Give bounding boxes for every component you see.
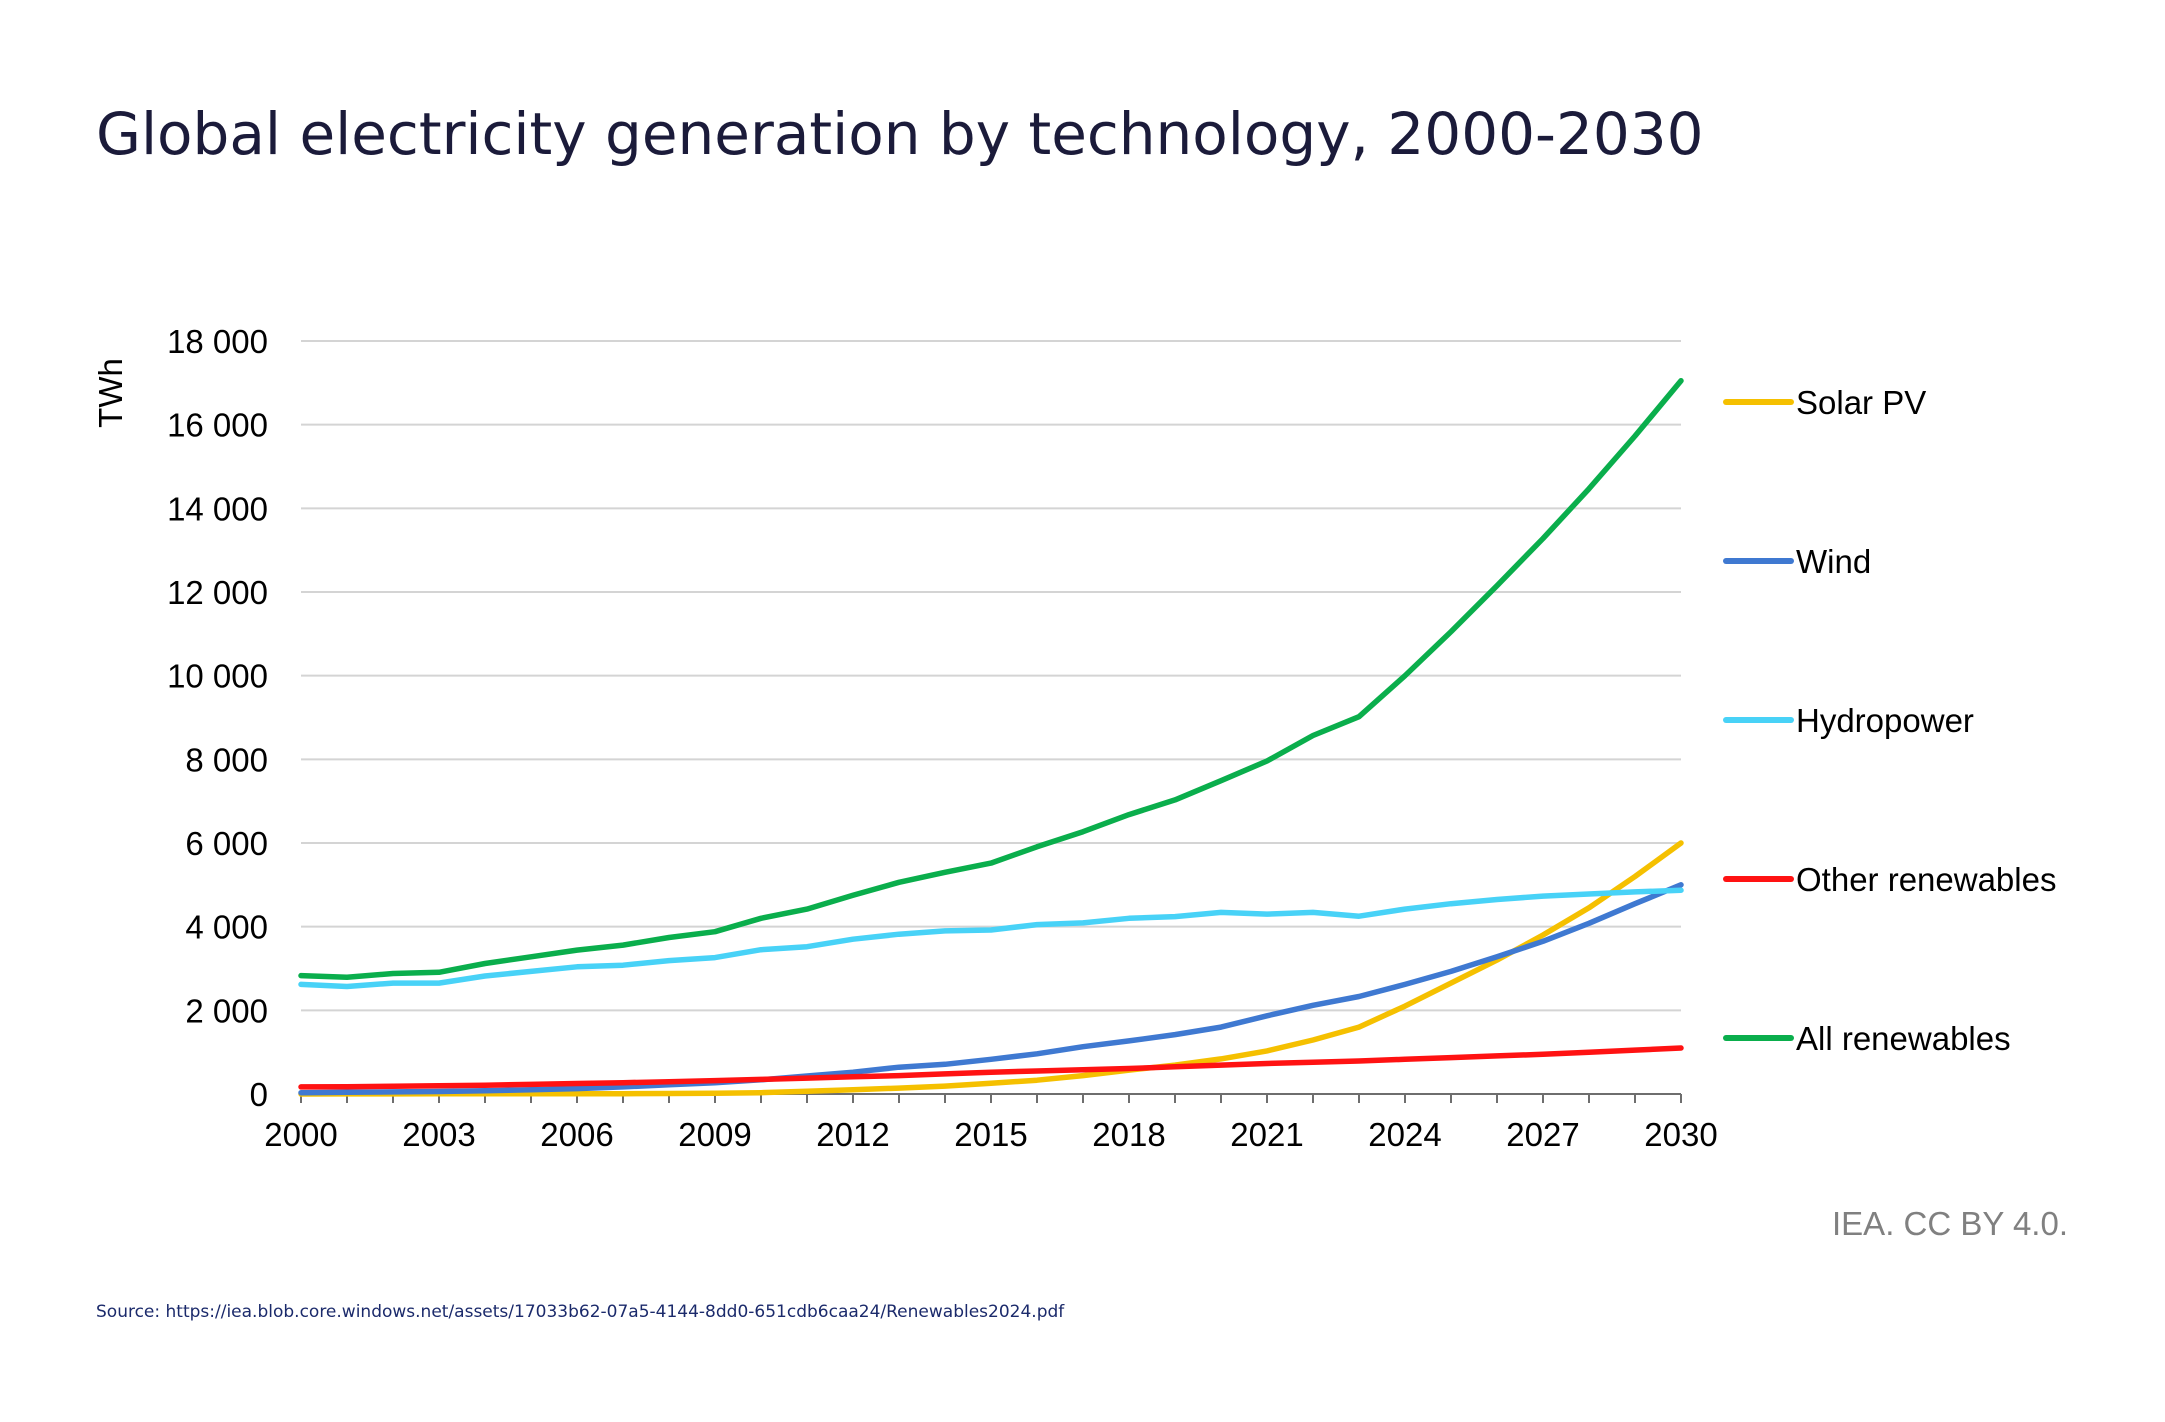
legend: Solar PV Wind Hydropower Other renewables Al… bbox=[1723, 384, 2056, 1057]
y-tick-label: 10 000 bbox=[167, 658, 268, 695]
series-line-all-renewables bbox=[298, 377, 1684, 981]
y-tick-label: 8 000 bbox=[185, 741, 268, 778]
x-tick-label: 2030 bbox=[1644, 1116, 1717, 1153]
y-tick-label: 2 000 bbox=[185, 992, 268, 1029]
legend-label-wind: Wind bbox=[1796, 543, 1871, 580]
legend-label-hydropower: Hydropower bbox=[1796, 702, 1974, 739]
series-line-hydropower bbox=[298, 887, 1684, 990]
gridlines bbox=[301, 340, 1681, 1012]
x-tick-label: 2021 bbox=[1230, 1116, 1303, 1153]
axes: 0 2 000 4 000 6 000 8 000 10 000 12 000 14 000 1… bbox=[167, 323, 1718, 1153]
x-tick-label: 2027 bbox=[1506, 1116, 1579, 1153]
x-tick-label: 2003 bbox=[402, 1116, 475, 1153]
x-tick-label: 2018 bbox=[1092, 1116, 1165, 1153]
x-tick-label: 2006 bbox=[540, 1116, 613, 1153]
legend-label-solar-pv: Solar PV bbox=[1796, 384, 1926, 421]
x-tick-label: 2012 bbox=[816, 1116, 889, 1153]
y-tick-label: 4 000 bbox=[185, 909, 268, 946]
attribution: IEA. CC BY 4.0. bbox=[1832, 1205, 2068, 1242]
y-axis-label: TWh bbox=[92, 358, 129, 428]
y-tick-label: 14 000 bbox=[167, 490, 268, 527]
y-tick-label: 16 000 bbox=[167, 407, 268, 444]
legend-label-all-renewables: All renewables bbox=[1796, 1020, 2011, 1057]
series-line-other-renewables bbox=[298, 1045, 1684, 1090]
source-note: Source: https://iea.blob.core.windows.ne… bbox=[96, 1302, 1065, 1322]
series-line-solar-pv bbox=[298, 840, 1684, 1097]
series-line-wind bbox=[298, 882, 1684, 1096]
legend-label-other-renewables: Other renewables bbox=[1796, 861, 2056, 898]
x-tick-label: 2000 bbox=[264, 1116, 337, 1153]
x-tick-label: 2024 bbox=[1368, 1116, 1441, 1153]
x-tick-label: 2009 bbox=[678, 1116, 751, 1153]
y-tick-label: 0 bbox=[250, 1076, 268, 1113]
y-tick-label: 18 000 bbox=[167, 323, 268, 360]
x-tick-label: 2015 bbox=[954, 1116, 1027, 1153]
chart-title: Global electricity generation by technol… bbox=[96, 100, 1704, 168]
y-tick-label: 6 000 bbox=[185, 825, 268, 862]
series-lines bbox=[298, 377, 1684, 1097]
y-tick-label: 12 000 bbox=[167, 574, 268, 611]
